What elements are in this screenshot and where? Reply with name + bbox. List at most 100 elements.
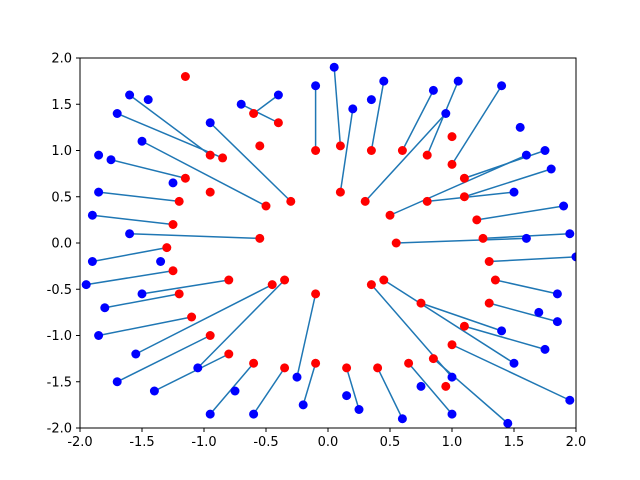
blue-point-1	[112, 109, 122, 118]
red-point-43	[360, 196, 370, 206]
red-point-37	[379, 275, 389, 285]
red-point-21	[373, 363, 383, 373]
blue-point-52	[366, 95, 376, 105]
connector-line-11	[464, 168, 552, 198]
blue-point-43	[441, 109, 451, 118]
blue-point-55	[156, 257, 166, 266]
red-point-28	[187, 312, 197, 322]
red-point-45	[366, 280, 376, 290]
red-point-6	[366, 146, 376, 155]
red-point-4	[311, 146, 321, 155]
blue-point-32	[87, 210, 97, 220]
connector-line-40	[296, 293, 317, 378]
connector-line-8	[426, 80, 459, 156]
blue-point-51	[143, 95, 153, 105]
connector-line-12	[476, 205, 564, 221]
y-tick-label-3: -0.5	[47, 283, 72, 298]
blue-point-58	[416, 381, 426, 391]
connector-line-3	[240, 103, 279, 124]
blue-point-38	[131, 349, 141, 359]
red-point-1	[218, 153, 228, 163]
connector-line-5	[333, 67, 342, 146]
red-point-13	[478, 233, 488, 243]
blue-point-4	[311, 81, 321, 91]
connector-line-29	[104, 293, 180, 309]
blue-point-46	[193, 363, 203, 373]
red-point-41	[391, 238, 401, 248]
connector-line-7	[401, 90, 435, 151]
x-tick-label-4: 0.0	[318, 435, 339, 450]
connector-line-43	[364, 112, 447, 202]
blue-point-20	[447, 409, 457, 419]
blue-point-39	[348, 104, 358, 114]
x-tick-label-7: 1.5	[504, 435, 525, 450]
blue-point-9	[497, 81, 507, 91]
red-point-35	[261, 201, 271, 211]
x-tick-label-2: -1.0	[191, 435, 216, 450]
connector-line-26	[154, 353, 230, 392]
blue-point-26	[149, 386, 159, 396]
connector-line-41	[396, 237, 527, 244]
red-point-46	[280, 275, 290, 285]
red-point-20	[404, 358, 414, 368]
red-point-23	[311, 358, 321, 368]
connector-line-17	[464, 325, 546, 351]
red-point-18	[447, 340, 457, 350]
blue-point-0	[125, 90, 135, 100]
red-point-40	[311, 289, 321, 299]
red-point-19	[428, 354, 438, 364]
red-point-49	[416, 298, 426, 308]
red-point-3	[273, 118, 283, 128]
red-point-25	[249, 358, 259, 368]
red-point-36	[385, 210, 395, 220]
connector-line-48	[141, 279, 229, 295]
connector-line-39	[339, 108, 354, 193]
blue-point-8	[453, 76, 463, 86]
blue-point-59	[168, 178, 178, 188]
blue-point-25	[205, 409, 215, 419]
blue-point-6	[379, 76, 389, 86]
red-point-0	[205, 150, 215, 160]
connector-line-28	[98, 316, 192, 337]
blue-point-50	[94, 150, 104, 160]
blue-point-34	[106, 155, 116, 165]
red-point-15	[490, 275, 500, 285]
x-tick-label-3: -0.5	[253, 435, 278, 450]
blue-point-10	[540, 146, 550, 155]
y-tick-label-4: 0.0	[51, 237, 72, 252]
blue-point-2	[273, 90, 283, 100]
x-tick-label-5: 0.5	[380, 435, 401, 450]
y-tick-label-5: 0.5	[51, 190, 72, 205]
blue-point-24	[249, 409, 259, 419]
red-point-30	[168, 266, 178, 276]
connector-line-21	[376, 367, 404, 420]
blue-point-19	[503, 418, 513, 428]
red-point-52	[255, 141, 265, 151]
connector-line-47	[427, 191, 515, 203]
red-point-2	[249, 109, 259, 118]
y-tick-label-6: 1.0	[51, 144, 72, 159]
red-point-47	[422, 196, 432, 206]
x-tick-label-6: 1.0	[442, 435, 463, 450]
red-point-51	[447, 132, 457, 142]
blue-point-36	[521, 150, 531, 160]
x-tick-label-8: 2.0	[566, 435, 587, 450]
blue-point-7	[428, 85, 438, 95]
connector-line-38	[135, 283, 273, 355]
connector-line-31	[92, 246, 167, 263]
blue-point-14	[571, 252, 576, 262]
red-point-54	[205, 187, 215, 197]
blue-point-48	[137, 289, 147, 299]
blue-point-53	[515, 122, 525, 132]
blue-point-40	[292, 372, 302, 382]
y-tick-label-7: 1.5	[51, 98, 72, 113]
red-point-7	[397, 146, 407, 155]
red-point-11	[459, 192, 469, 202]
connector-line-27	[116, 334, 211, 383]
connector-lines	[86, 67, 576, 424]
red-point-26	[224, 349, 234, 359]
red-point-33	[174, 196, 184, 206]
blue-point-42	[125, 229, 135, 239]
blue-points	[81, 62, 576, 428]
red-point-34	[180, 173, 190, 183]
